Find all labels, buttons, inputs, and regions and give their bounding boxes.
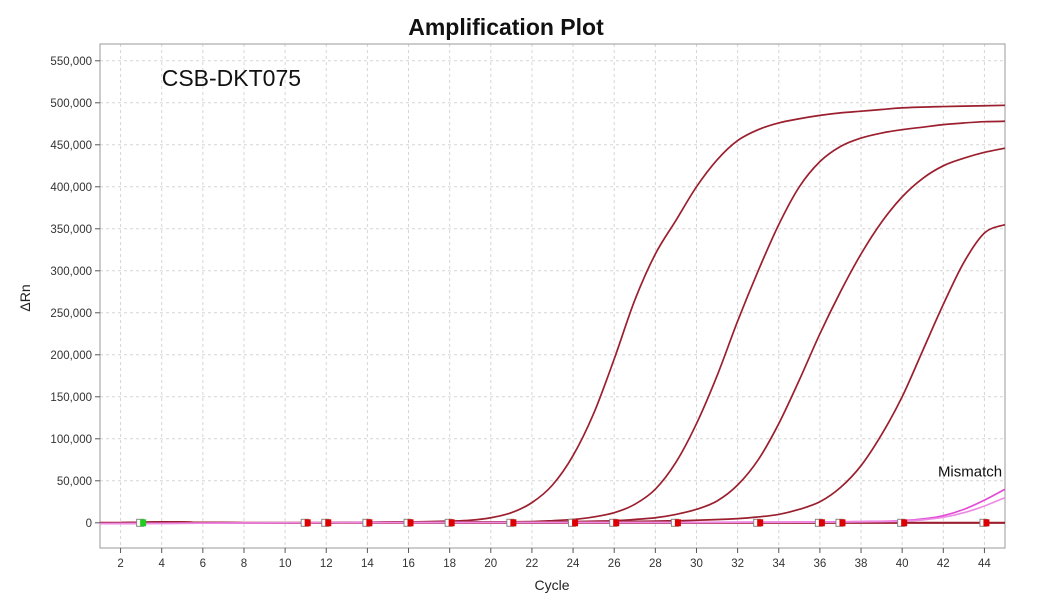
- y-axis-label: ΔRn: [17, 284, 33, 311]
- marker-fill: [407, 519, 414, 527]
- x-tick-label: 12: [320, 558, 333, 570]
- marker-fill: [901, 519, 908, 527]
- marker-fill: [674, 519, 681, 527]
- y-tick-label: 400,000: [50, 182, 92, 194]
- amplification-curve: [99, 120, 1006, 525]
- x-tick-label: 32: [731, 558, 744, 570]
- marker-fill: [366, 519, 373, 527]
- y-tick-label: 450,000: [50, 140, 92, 152]
- marker-fill: [757, 519, 764, 527]
- x-tick-label: 4: [159, 558, 166, 570]
- x-tick-label: 10: [279, 558, 292, 570]
- y-tick-label: 250,000: [50, 308, 92, 320]
- marker-fill: [304, 519, 311, 527]
- y-tick-label: 350,000: [50, 224, 92, 236]
- x-tick-label: 24: [567, 558, 580, 570]
- chart-title: Amplification Plot: [408, 14, 604, 40]
- y-tick-label: 300,000: [50, 266, 92, 278]
- y-tick-label: 50,000: [57, 476, 92, 488]
- x-tick-label: 18: [443, 558, 456, 570]
- x-tick-label: 20: [484, 558, 497, 570]
- annotations: CSB-DKT075 Mismatch: [162, 65, 1002, 481]
- amplification-curve: [99, 496, 1006, 525]
- x-tick-label: 8: [241, 558, 247, 570]
- x-tick-label: 30: [690, 558, 703, 570]
- y-tick-label: 100,000: [50, 434, 92, 446]
- x-tick-label: 22: [526, 558, 539, 570]
- marker-fill: [140, 519, 147, 527]
- x-tick-label: 40: [896, 558, 909, 570]
- x-tick-label: 2: [117, 558, 123, 570]
- y-tick-label: 500,000: [50, 98, 92, 110]
- marker-fill: [510, 519, 517, 527]
- x-tick-label: 16: [402, 558, 415, 570]
- marker-fill: [818, 519, 825, 527]
- y-tick-label: 550,000: [50, 56, 92, 68]
- marker-fill: [839, 519, 846, 527]
- x-tick-label: 38: [855, 558, 868, 570]
- y-tick-label: 200,000: [50, 350, 92, 362]
- y-tick-label: 150,000: [50, 392, 92, 404]
- x-tick-label: 14: [361, 558, 374, 570]
- x-tick-label: 28: [649, 558, 662, 570]
- marker-fill: [983, 519, 990, 527]
- amplification-curve: [99, 488, 1006, 525]
- grid: [100, 44, 1005, 548]
- marker-fill: [613, 519, 620, 527]
- plot-frame: [99, 43, 1006, 549]
- amplification-curve: [99, 223, 1006, 525]
- sample-id-annotation: CSB-DKT075: [162, 65, 301, 91]
- marker-fill: [325, 519, 332, 527]
- x-tick-label: 36: [813, 558, 826, 570]
- x-tick-label: 26: [608, 558, 621, 570]
- mismatch-annotation: Mismatch: [938, 464, 1002, 481]
- x-axis-ticks: 2 4 6 8 10 12 14 16 18 20 22 24 26 28 30 32 34 36 38 40 42 44: [117, 548, 991, 570]
- amplification-curve: [99, 104, 1006, 525]
- threshold-markers: [136, 518, 990, 527]
- x-tick-label: 42: [937, 558, 950, 570]
- marker-fill: [572, 519, 579, 527]
- y-axis-ticks: 0 50,000 100,000 150,000 200,000 250,000 300,0…: [50, 56, 100, 530]
- y-tick-label: 0: [86, 518, 92, 530]
- x-tick-label: 34: [772, 558, 785, 570]
- x-axis-label: Cycle: [534, 577, 569, 593]
- series-lines: [99, 104, 1006, 525]
- x-tick-label: 6: [200, 558, 206, 570]
- marker-fill: [448, 519, 455, 527]
- x-tick-label: 44: [978, 558, 991, 570]
- amplification-curve: [99, 147, 1006, 525]
